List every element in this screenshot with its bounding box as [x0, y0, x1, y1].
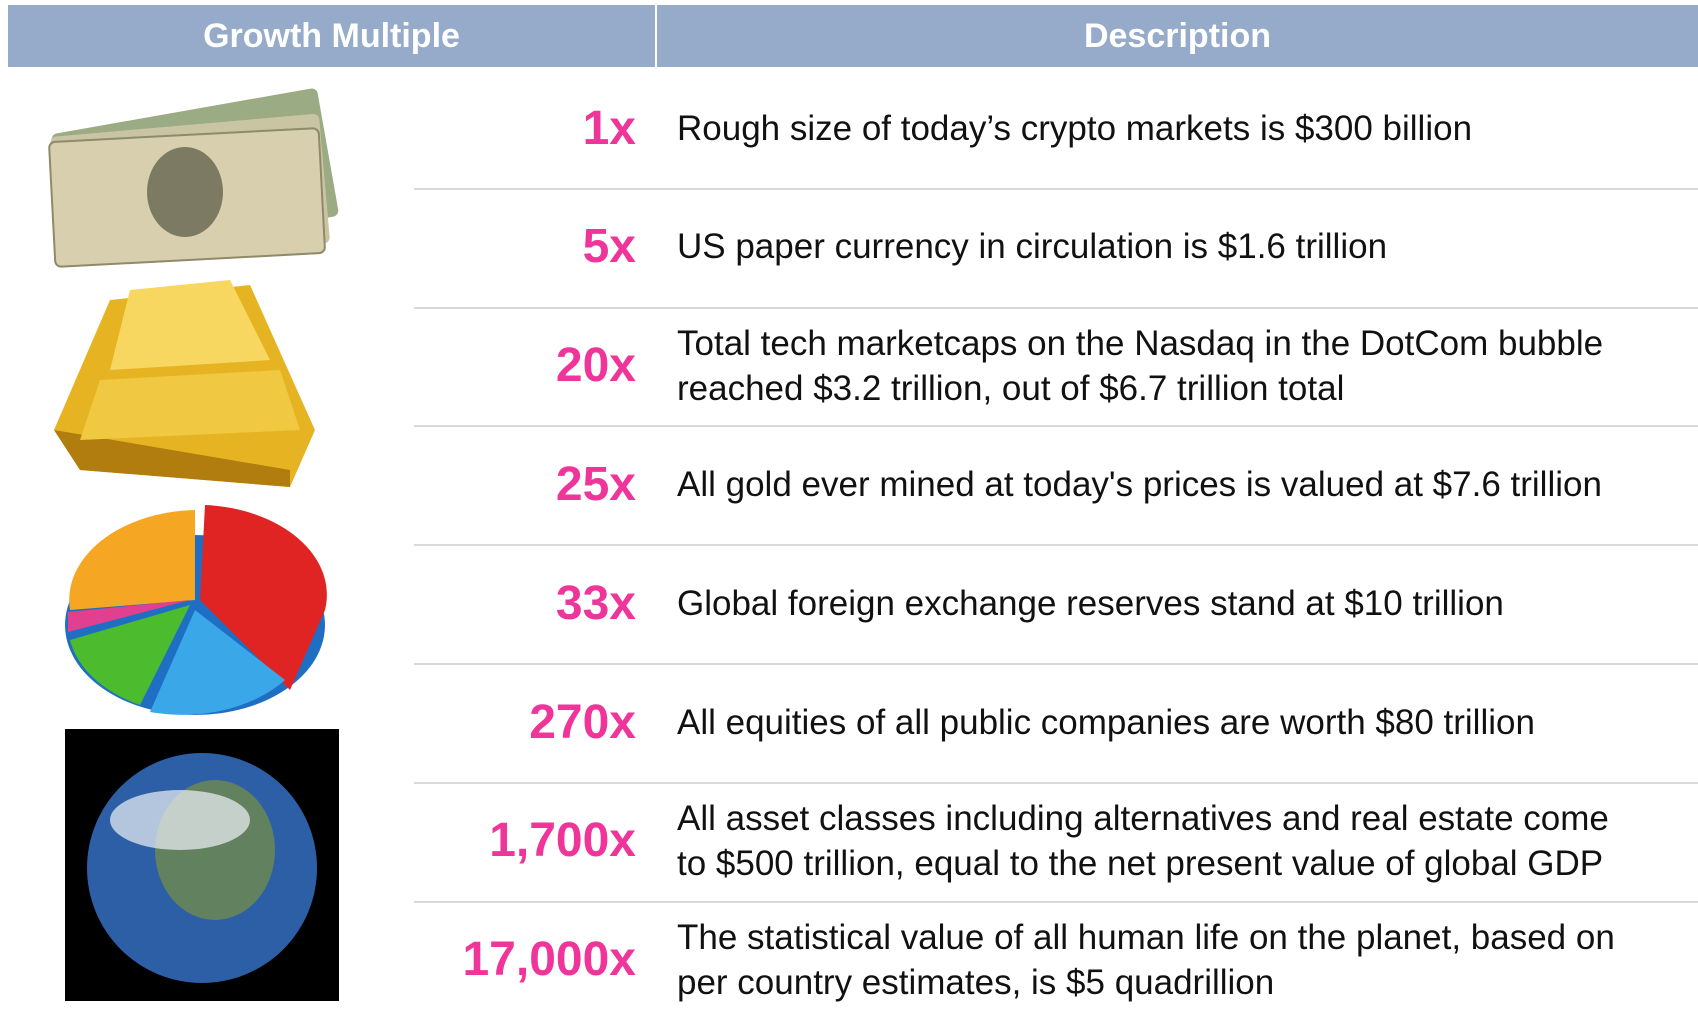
description: All equities of all public companies are…	[677, 663, 1535, 781]
description: Rough size of today’s crypto markets is …	[677, 69, 1472, 187]
growth-multiple: 33x	[555, 576, 636, 630]
row: 270x All equities of all public companies…	[0, 663, 1698, 781]
growth-multiple: 270x	[529, 695, 636, 749]
row: 33x Global foreign exchange reserves stan…	[0, 544, 1698, 662]
row: 20x Total tech marketcaps on the Nasdaq i…	[0, 307, 1698, 425]
description: All gold ever mined at today's prices is…	[677, 425, 1602, 543]
header-cell: Description	[657, 5, 1698, 67]
growth-multiple: 20x	[555, 339, 636, 393]
row-separator	[414, 306, 1698, 309]
description: US paper currency in circulation is $1.6…	[677, 188, 1387, 306]
row-separator	[414, 544, 1698, 547]
pie-icon	[65, 505, 327, 715]
money-icon	[48, 88, 339, 268]
description: All asset classes including alternatives…	[677, 782, 1609, 900]
description: Global foreign exchange reserves stand a…	[677, 544, 1504, 662]
description-line: Rough size of today’s crypto markets is …	[677, 108, 1473, 148]
description-line: Total tech marketcaps on the Nasdaq in t…	[677, 323, 1604, 363]
description-line: to $500 trillion, equal to the net prese…	[677, 843, 1604, 883]
description: The statistical value of all human life …	[677, 901, 1615, 1019]
description-line: All gold ever mined at today's prices is…	[677, 464, 1602, 504]
row-separator	[414, 425, 1698, 428]
row: 17,000x The statistical value of all huma…	[0, 901, 1698, 1019]
description-line: per country estimates, is $5 quadrillion	[677, 962, 1275, 1002]
description-line: The statistical value of all human life …	[677, 917, 1615, 957]
row-separator	[414, 187, 1698, 190]
description-line: reached $3.2 trillion, out of $6.7 trill…	[677, 368, 1345, 408]
description-line: All asset classes including alternatives…	[677, 798, 1609, 838]
growth-multiple: 1x	[582, 101, 636, 155]
row-separator	[414, 900, 1698, 903]
description: Total tech marketcaps on the Nasdaq in t…	[677, 307, 1603, 425]
header-cell: Growth Multiple	[8, 5, 655, 67]
earth-icon	[65, 729, 339, 1001]
gold-icon	[54, 280, 315, 487]
row: 5x US paper currency in circulation is $1…	[0, 188, 1698, 306]
description-line: All equities of all public companies are…	[677, 702, 1535, 742]
description-line: Global foreign exchange reserves stand a…	[677, 583, 1504, 623]
description-line: US paper currency in circulation is $1.6…	[677, 227, 1388, 267]
row-separator	[414, 781, 1698, 784]
growth-multiple: 17,000x	[462, 933, 636, 987]
row: 25x All gold ever mined at today's prices…	[0, 425, 1698, 543]
growth-multiple: 5x	[582, 220, 636, 274]
row: 1,700x All asset classes including altern…	[0, 782, 1698, 900]
row-separator	[414, 663, 1698, 665]
growth-multiple: 1,700x	[489, 814, 636, 868]
row: 1x Rough size of today’s crypto markets i…	[0, 69, 1698, 187]
growth-multiple: 25x	[555, 457, 636, 511]
illustrations	[48, 88, 339, 1001]
